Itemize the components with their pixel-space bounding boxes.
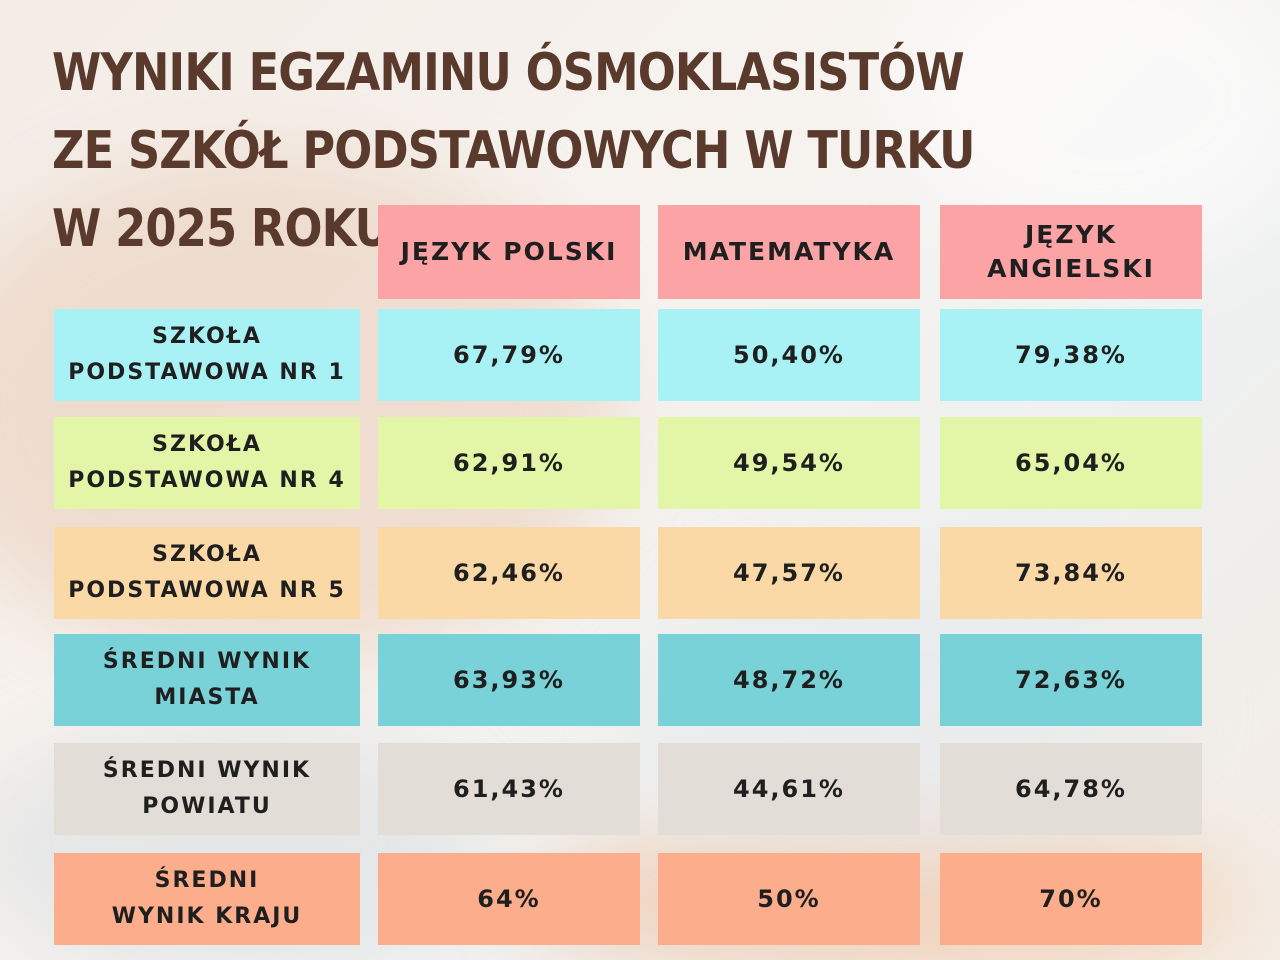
row-header-text: ŚREDNI <box>154 868 260 893</box>
row-header-label: ŚREDNI WYNIK MIASTA <box>103 644 311 716</box>
value-cell-angielski: 65,04% <box>940 417 1202 509</box>
column-header-polski: JĘZYK POLSKI <box>378 205 640 299</box>
value-cell-matematyka: 44,61% <box>658 743 920 835</box>
row-header-text: MIASTA <box>154 685 260 710</box>
column-header-text: JĘZYK POLSKI <box>400 237 618 266</box>
row-header-2: SZKOŁA PODSTAWOWA NR 4 <box>54 417 360 509</box>
title-line-1: WYNIKI EGZAMINU ÓSMOKLASISTÓW <box>52 43 965 103</box>
page-title: WYNIKI EGZAMINU ÓSMOKLASISTÓW ZE SZKÓŁ P… <box>52 34 975 268</box>
row-header-6: ŚREDNI WYNIK KRAJU <box>54 853 360 945</box>
row-header-1: SZKOŁA PODSTAWOWA NR 1 <box>54 309 360 401</box>
row-header-text: WYNIK KRAJU <box>111 904 303 929</box>
row-header-label: ŚREDNI WYNIK KRAJU <box>112 863 303 935</box>
value-cell-polski: 64% <box>378 853 640 945</box>
value-cell-matematyka: 48,72% <box>658 634 920 726</box>
value-cell-matematyka: 50,40% <box>658 309 920 401</box>
value-cell-polski: 67,79% <box>378 309 640 401</box>
row-header-5: ŚREDNI WYNIK POWIATU <box>54 743 360 835</box>
row-header-3: SZKOŁA PODSTAWOWA NR 5 <box>54 527 360 619</box>
row-header-4: ŚREDNI WYNIK MIASTA <box>54 634 360 726</box>
row-header-label: ŚREDNI WYNIK POWIATU <box>103 753 311 825</box>
column-header-label: MATEMATYKA <box>683 235 896 269</box>
title-line-2: ZE SZKÓŁ PODSTAWOWYCH W TURKU <box>52 121 975 181</box>
value-cell-polski: 62,46% <box>378 527 640 619</box>
title-line-3: W 2025 ROKU <box>52 199 391 259</box>
column-header-text: ANGIELSKI <box>987 254 1155 283</box>
value-cell-angielski: 72,63% <box>940 634 1202 726</box>
row-header-label: SZKOŁA PODSTAWOWA NR 4 <box>68 427 346 499</box>
value-cell-matematyka: 47,57% <box>658 527 920 619</box>
column-header-text: MATEMATYKA <box>682 237 896 266</box>
column-header-matematyka: MATEMATYKA <box>658 205 920 299</box>
value-cell-polski: 63,93% <box>378 634 640 726</box>
value-cell-matematyka: 50% <box>658 853 920 945</box>
column-header-angielski: JĘZYK ANGIELSKI <box>940 205 1202 299</box>
row-header-text: PODSTAWOWA NR 4 <box>68 468 346 493</box>
value-cell-angielski: 79,38% <box>940 309 1202 401</box>
value-cell-polski: 62,91% <box>378 417 640 509</box>
row-header-label: SZKOŁA PODSTAWOWA NR 1 <box>68 319 346 391</box>
column-header-text: JĘZYK <box>1025 220 1117 249</box>
column-header-label: JĘZYK POLSKI <box>401 235 618 269</box>
value-cell-polski: 61,43% <box>378 743 640 835</box>
row-header-text: PODSTAWOWA NR 1 <box>68 360 346 385</box>
value-cell-angielski: 64,78% <box>940 743 1202 835</box>
row-header-text: ŚREDNI WYNIK <box>102 758 312 783</box>
row-header-text: POWIATU <box>142 794 272 819</box>
row-header-text: ŚREDNI WYNIK <box>102 649 312 674</box>
column-header-label: JĘZYK ANGIELSKI <box>987 218 1155 286</box>
row-header-label: SZKOŁA PODSTAWOWA NR 5 <box>68 537 346 609</box>
value-cell-angielski: 70% <box>940 853 1202 945</box>
row-header-text: PODSTAWOWA NR 5 <box>68 578 346 603</box>
row-header-text: SZKOŁA <box>152 432 262 457</box>
value-cell-matematyka: 49,54% <box>658 417 920 509</box>
value-cell-angielski: 73,84% <box>940 527 1202 619</box>
row-header-text: SZKOŁA <box>152 324 262 349</box>
row-header-text: SZKOŁA <box>152 542 262 567</box>
